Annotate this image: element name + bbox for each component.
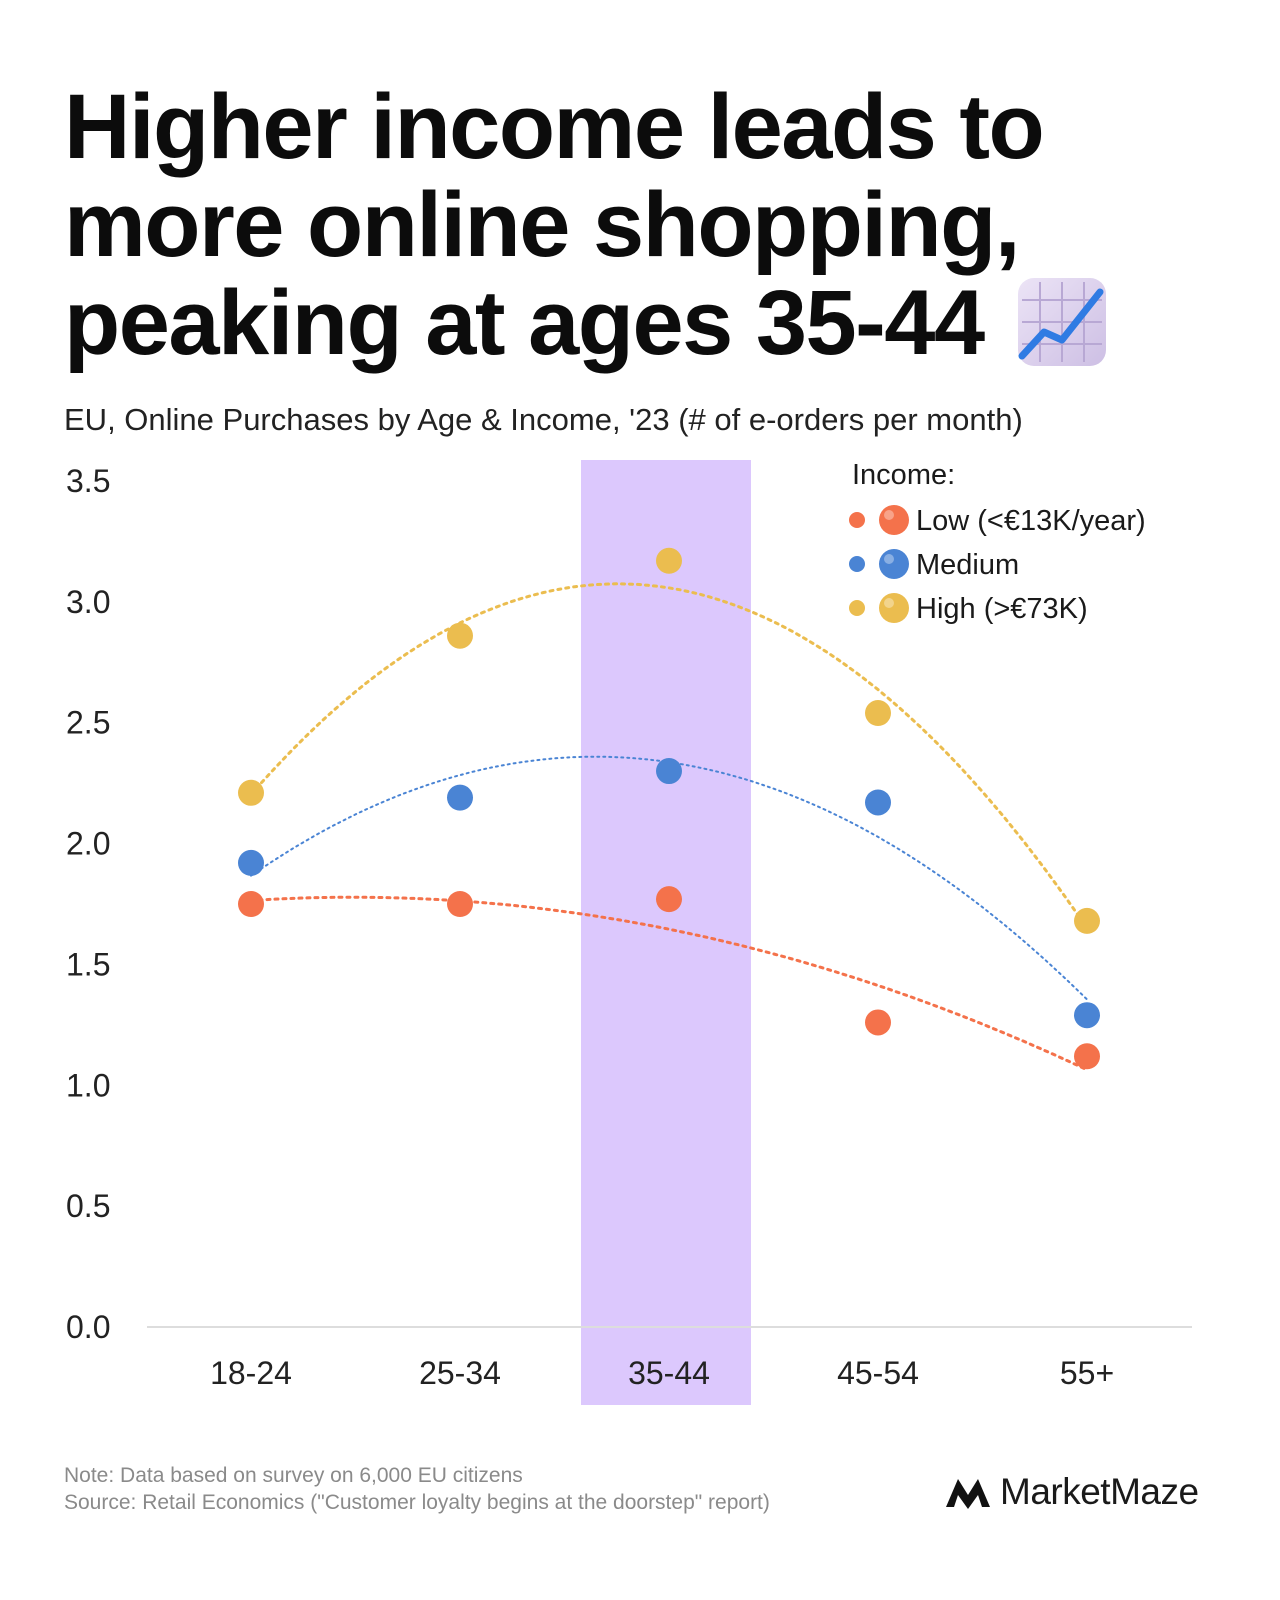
highlight-band-35-44 (581, 460, 751, 1405)
x-tick-label-35-44: 35-44 (628, 1355, 710, 1391)
legend-dot-large-0 (879, 505, 909, 535)
point-series-2-18-24 (238, 779, 264, 806)
title-line-3: peaking at ages 35-44 (64, 274, 1224, 378)
highlight-layer (581, 460, 751, 1405)
legend-dot-small-0 (849, 512, 865, 528)
y-tick-label: 3.5 (66, 463, 110, 499)
y-tick-label: 2.5 (66, 705, 110, 741)
y-tick-label: 3.0 (66, 584, 110, 620)
title-line-3-text: peaking at ages 35-44 (64, 272, 985, 374)
x-tick-label-55+: 55+ (1060, 1355, 1114, 1391)
point-layer (238, 547, 1100, 1070)
y-tick-label: 0.0 (66, 1309, 110, 1345)
trendline-series-2 (249, 582, 1089, 930)
legend-dot-shine-2 (884, 598, 894, 608)
point-series-2-45-54 (865, 700, 891, 727)
point-series-2-25-34 (447, 622, 473, 649)
y-tick-label: 1.5 (66, 946, 110, 982)
legend-label-0: Low (<€13K/year) (916, 505, 1146, 537)
brand-name: MarketMaze (1000, 1471, 1199, 1512)
x-tick-label-18-24: 18-24 (210, 1355, 292, 1391)
title-line-2: more online shopping, (64, 174, 1020, 276)
footer-source: Source: Retail Economics ("Customer loya… (64, 1491, 770, 1514)
chart-subtitle: EU, Online Purchases by Age & Income, '2… (64, 402, 1023, 437)
chart-increasing-icon (1017, 277, 1106, 366)
point-series-0-55+ (1074, 1043, 1100, 1070)
footer: Note: Data based on survey on 6,000 EU c… (64, 1462, 770, 1516)
point-series-1-18-24 (238, 849, 264, 876)
title-line-1: Higher income leads to (64, 76, 1045, 178)
legend-dot-large-2 (879, 593, 909, 623)
x-tick-label-25-34: 25-34 (419, 1355, 501, 1391)
point-series-1-45-54 (865, 789, 891, 816)
legend-label-1: Medium (916, 549, 1019, 581)
marketmaze-logo-icon (946, 1479, 990, 1509)
point-series-1-55+ (1074, 1002, 1100, 1029)
legend-dot-shine-0 (884, 510, 894, 520)
axis-layer: 0.0 0.5 1.0 1.5 2.0 2.5 3.0 3.5 18-24 25-34 35-44 4… (66, 463, 1192, 1391)
scatter-chart: 0.0 0.5 1.0 1.5 2.0 2.5 3.0 3.5 18-24 25-34 35-44 4… (66, 459, 1192, 1405)
point-series-0-25-34 (447, 891, 473, 917)
brand-logo: MarketMaze (944, 1468, 1199, 1516)
legend-dot-large-1 (879, 549, 909, 579)
legend-dot-small-1 (849, 556, 865, 572)
point-series-1-35-44 (656, 758, 682, 785)
y-tick-label: 2.0 (66, 826, 110, 862)
point-series-0-18-24 (238, 891, 264, 917)
page-title: Higher income leads to more online shopp… (64, 78, 1224, 378)
legend: Income: Low (<€13K/year) Medium High (>€73K… (849, 459, 1146, 625)
x-tick-label-45-54: 45-54 (837, 1355, 919, 1391)
legend-title: Income: (852, 459, 955, 491)
legend-dot-small-2 (849, 600, 865, 616)
point-series-0-45-54 (865, 1009, 891, 1036)
footer-note: Note: Data based on survey on 6,000 EU c… (64, 1464, 523, 1487)
point-series-1-25-34 (447, 784, 473, 811)
y-tick-label: 0.5 (66, 1188, 110, 1224)
legend-label-2: High (>€73K) (916, 593, 1088, 625)
point-series-2-55+ (1074, 907, 1100, 934)
legend-dot-shine-1 (884, 554, 894, 564)
trendline-series-0 (249, 895, 1089, 1072)
y-tick-label: 1.0 (66, 1067, 110, 1103)
point-series-0-35-44 (656, 886, 682, 913)
point-series-2-35-44 (656, 547, 682, 574)
